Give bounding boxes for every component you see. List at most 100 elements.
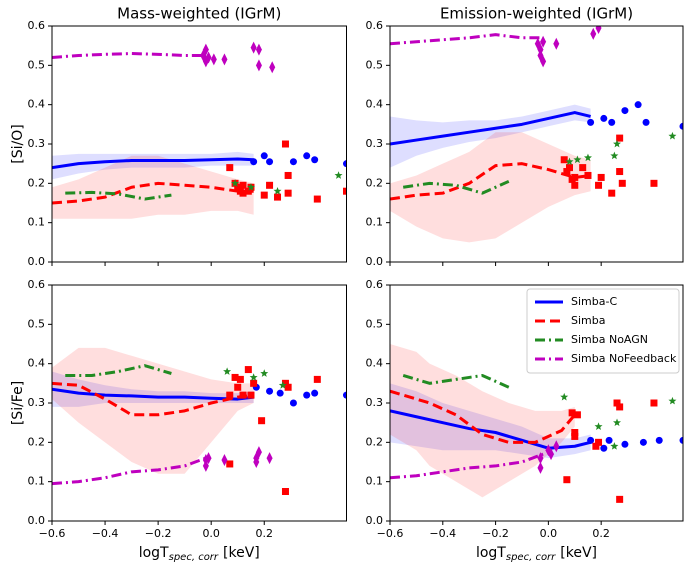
point <box>250 158 258 166</box>
y-tick-label: 0.0 <box>366 514 384 527</box>
point <box>221 53 228 66</box>
point <box>584 171 592 179</box>
point <box>621 440 629 448</box>
x-axis-label-main: logT <box>476 545 506 561</box>
point <box>639 438 647 446</box>
y-tick-label: 0.3 <box>366 396 384 409</box>
panel: 0.0 0.1 0.2 0.3 0.4 0.5 0.6 Emission-weighted (… <box>366 5 684 268</box>
point <box>303 391 311 399</box>
x-axis-label-unit: [keV] <box>223 545 260 561</box>
y-tick-label: 0.4 <box>366 98 384 111</box>
point <box>260 191 268 199</box>
y-axis-label: [Si/Fe] <box>10 381 26 425</box>
point <box>553 440 560 453</box>
point <box>610 151 619 160</box>
point <box>246 183 255 191</box>
point <box>565 164 573 172</box>
y-tick-label: 0.4 <box>28 357 46 370</box>
point <box>595 181 603 189</box>
point <box>571 432 579 440</box>
point <box>274 193 282 201</box>
axes-frame <box>51 25 347 263</box>
legend-label: Simba <box>571 314 605 327</box>
y-tick-label: 0.6 <box>366 278 384 291</box>
series-line <box>52 52 206 59</box>
y-tick-label: 0.0 <box>28 514 46 527</box>
series-line <box>52 157 254 170</box>
point <box>255 43 262 56</box>
y-tick-label: 0.1 <box>28 216 46 229</box>
point <box>616 134 624 142</box>
point <box>258 417 266 425</box>
y-tick-label: 0.3 <box>28 137 46 150</box>
legend-label: Simba NoAGN <box>571 333 648 346</box>
point <box>634 101 642 109</box>
point <box>226 391 234 399</box>
y-tick-label: 0.3 <box>28 396 46 409</box>
y-tick-label: 0.6 <box>28 278 46 291</box>
point <box>303 152 311 160</box>
x-axis-label: logTspec, corr [keV] <box>476 545 597 562</box>
point <box>655 436 663 444</box>
x-axis-label-unit: [keV] <box>560 545 597 561</box>
point <box>613 139 621 148</box>
point <box>343 187 347 195</box>
point <box>679 122 683 130</box>
point <box>587 436 595 444</box>
point <box>600 114 608 122</box>
point <box>537 452 544 465</box>
point <box>313 195 321 203</box>
point <box>284 383 292 391</box>
point <box>571 429 579 436</box>
panel: 0.0 0.1 0.2 0.3 0.4 0.5 0.6 Mass-weighted (IGrM… <box>10 5 347 268</box>
point <box>247 391 255 399</box>
point <box>276 389 284 397</box>
y-tick-label: 0.1 <box>366 475 384 488</box>
point <box>284 189 292 197</box>
point <box>226 164 234 172</box>
point <box>210 53 217 66</box>
point <box>234 183 242 191</box>
y-tick-label: 0.4 <box>28 98 46 111</box>
series-line <box>390 389 576 444</box>
x-tick-label: −0.2 <box>482 527 509 540</box>
plot-area <box>390 344 683 503</box>
point <box>273 187 282 195</box>
series-line <box>52 456 207 486</box>
y-axis-label: [Si/O] <box>10 124 26 163</box>
point <box>668 131 677 140</box>
point <box>244 187 252 195</box>
x-axis-label-main: logT <box>139 545 169 561</box>
x-tick-label: −0.6 <box>39 527 66 540</box>
point <box>311 156 319 164</box>
point <box>223 367 232 375</box>
point <box>334 171 343 179</box>
point <box>679 436 683 444</box>
point <box>343 160 347 168</box>
point <box>534 37 541 50</box>
point <box>565 157 574 166</box>
y-tick-label: 0.0 <box>366 255 384 268</box>
point <box>613 418 621 427</box>
series-line <box>52 381 254 417</box>
series-line <box>390 409 591 450</box>
point <box>313 375 321 383</box>
point <box>231 373 239 381</box>
series-line <box>390 111 591 146</box>
point <box>278 381 287 389</box>
point <box>621 107 629 115</box>
point <box>650 179 658 187</box>
plot-area <box>52 347 347 495</box>
point <box>563 476 571 484</box>
x-tick-label: 0.2 <box>592 527 610 540</box>
point <box>540 35 547 48</box>
series-line <box>52 181 254 205</box>
point <box>266 181 274 189</box>
point <box>281 140 289 148</box>
point <box>202 459 209 472</box>
point <box>250 379 258 387</box>
y-tick-label: 0.3 <box>366 137 384 150</box>
point <box>255 446 262 459</box>
series-line <box>65 190 172 201</box>
point <box>560 392 569 401</box>
